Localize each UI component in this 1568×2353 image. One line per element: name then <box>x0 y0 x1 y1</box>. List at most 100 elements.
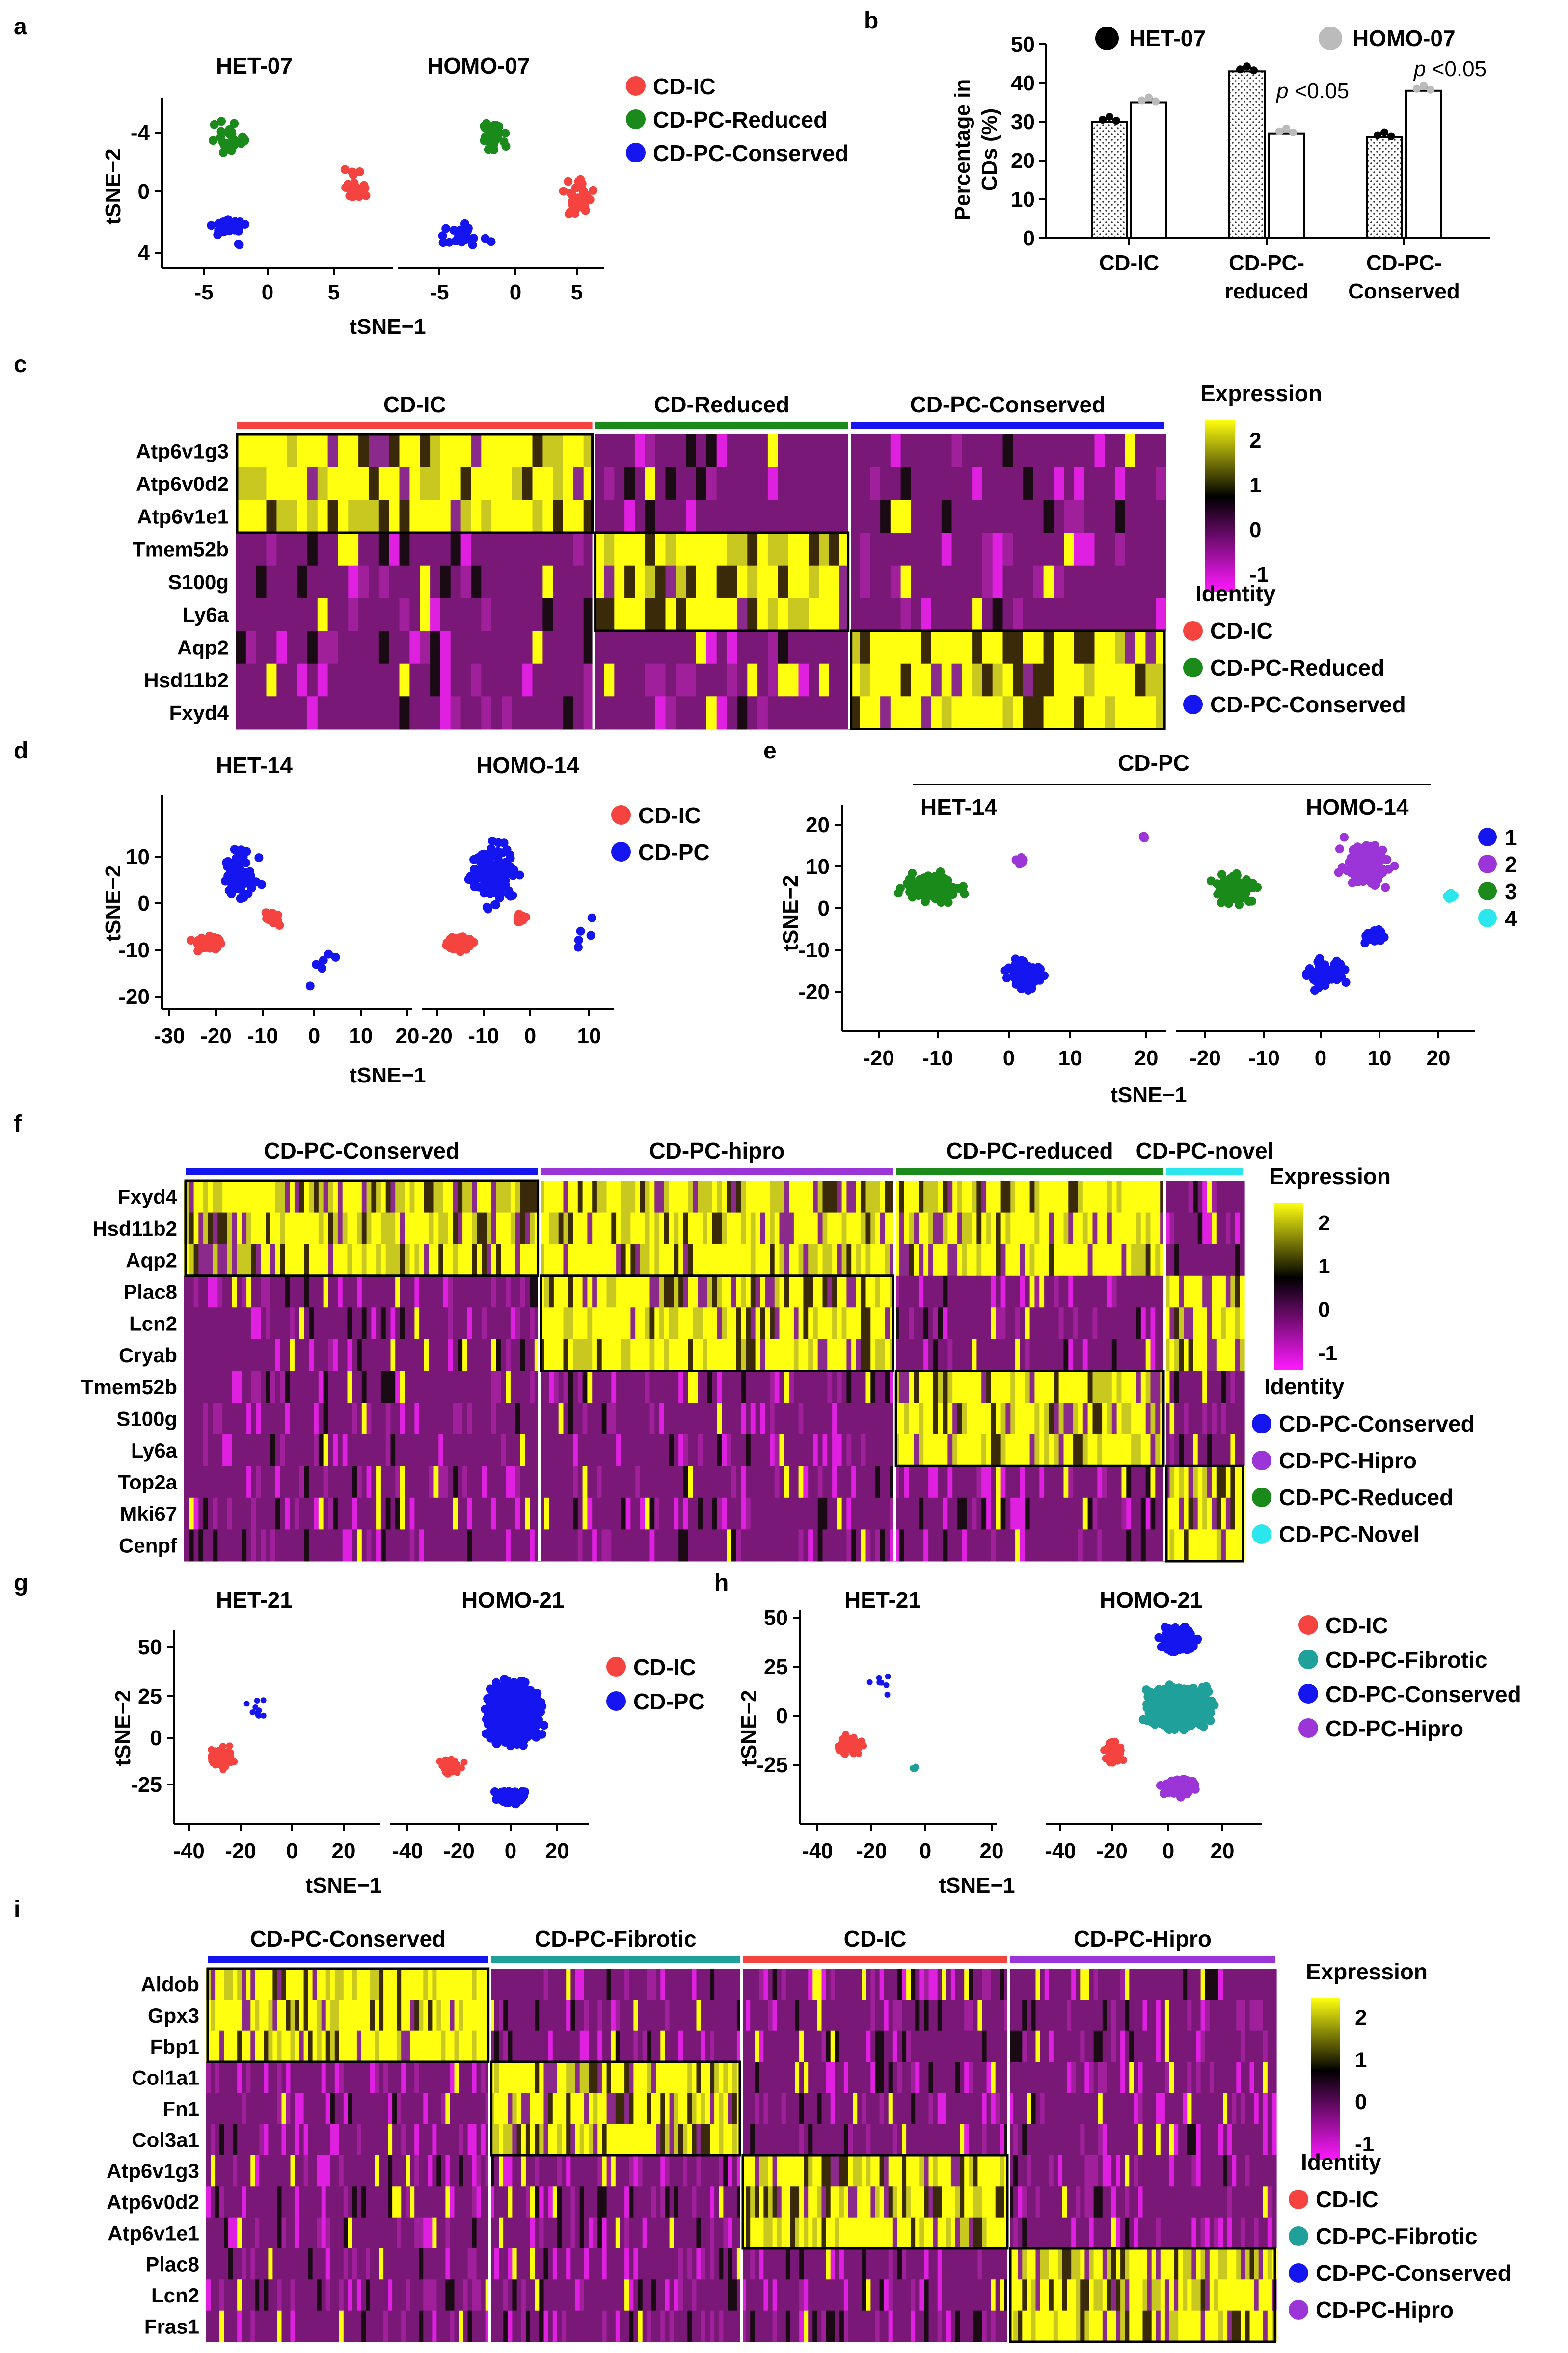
heatmap-cell <box>1235 1244 1240 1276</box>
heatmap-cell <box>698 1307 703 1340</box>
heatmap-cell <box>450 533 461 566</box>
heatmap-cell <box>1025 1275 1030 1308</box>
heatmap-cell <box>1013 631 1024 664</box>
heatmap-cell <box>309 1275 314 1308</box>
heatmap-cell <box>400 1339 406 1371</box>
heatmap-cell <box>982 663 993 697</box>
heatmap-cell <box>453 1275 458 1308</box>
heatmap-cell <box>232 1275 238 1308</box>
heatmap-cell <box>606 1339 612 1371</box>
heatmap-cell <box>522 565 533 598</box>
heatmap-cell <box>669 1434 674 1466</box>
heatmap-cell <box>266 663 277 697</box>
heatmap-cell <box>875 1403 881 1435</box>
heatmap-cell <box>429 1181 434 1213</box>
heatmap-cell <box>611 1181 617 1213</box>
heatmap-cell <box>880 1434 886 1466</box>
heatmap-cell <box>592 1244 597 1276</box>
panel-g-ytick-label: -25 <box>131 1773 162 1797</box>
heatmap-cell <box>996 1339 1001 1371</box>
heatmap-cell <box>1015 1275 1021 1308</box>
heatmap-cell <box>1179 1466 1184 1498</box>
heatmap-cell <box>952 1339 958 1371</box>
heatmap-cell <box>477 1497 482 1530</box>
heatmap-cell <box>477 1339 482 1371</box>
heatmap-cell <box>1078 1466 1083 1498</box>
scatter-point <box>1347 866 1356 876</box>
heatmap-cell <box>765 1497 770 1530</box>
heatmap-cell <box>1184 1529 1189 1562</box>
heatmap-cell <box>624 467 635 500</box>
heatmap-cell <box>1169 1497 1175 1530</box>
heatmap-cell <box>778 467 789 500</box>
scatter-point <box>921 893 931 902</box>
heatmap-cell <box>1140 1181 1146 1213</box>
heatmap-cell <box>409 663 420 697</box>
heatmap-cell <box>440 631 451 664</box>
heatmap-cell <box>1207 1371 1212 1403</box>
heatmap-cell <box>1107 1497 1112 1530</box>
heatmap-cell <box>256 467 267 500</box>
heatmap-cell <box>774 1403 780 1435</box>
heatmap-cell <box>318 1403 324 1435</box>
heatmap-cell <box>337 1434 343 1466</box>
heatmap-cell <box>683 1403 689 1435</box>
heatmap-cell <box>1188 1339 1193 1371</box>
scatter-point <box>589 186 597 195</box>
heatmap-cell <box>943 1307 948 1340</box>
heatmap-cell <box>371 1212 377 1244</box>
heatmap-gene-label: Plac8 <box>123 1280 177 1303</box>
heatmap-cell <box>534 1371 540 1403</box>
heatmap-cell <box>1102 1434 1108 1466</box>
heatmap-cell <box>813 1434 818 1466</box>
heatmap-cell <box>992 500 1003 533</box>
data-point <box>1420 81 1428 90</box>
heatmap-cell <box>1005 1181 1011 1213</box>
heatmap-cell <box>778 663 789 697</box>
scatter-point <box>1310 986 1319 995</box>
heatmap-cell <box>788 565 799 598</box>
heatmap-cell <box>909 1275 915 1308</box>
heatmap-cell <box>1023 467 1034 500</box>
heatmap-cell <box>865 1244 871 1276</box>
heatmap-cell <box>659 1307 665 1340</box>
heatmap-cell <box>304 1434 309 1466</box>
heatmap-cell <box>1156 598 1166 631</box>
heatmap-cell <box>285 1371 290 1403</box>
heatmap-cell <box>717 1307 722 1340</box>
heatmap-cell <box>522 500 533 533</box>
heatmap-cell <box>520 1181 525 1213</box>
heatmap-cell <box>851 1403 857 1435</box>
heatmap-cell <box>1078 1339 1083 1371</box>
heatmap-cell <box>1002 434 1013 468</box>
heatmap-cell <box>1202 1212 1208 1244</box>
heatmap-cell <box>1005 1403 1011 1435</box>
heatmap-cell <box>563 1212 568 1244</box>
heatmap-cell <box>568 1529 573 1562</box>
heatmap-cell <box>1225 1339 1231 1371</box>
heatmap-cell <box>333 1181 338 1213</box>
scatter-point <box>454 232 463 242</box>
heatmap-cell <box>256 1212 262 1244</box>
heatmap-cell <box>506 1403 511 1435</box>
heatmap-cell <box>1225 1529 1231 1562</box>
heatmap-cell <box>1115 598 1126 631</box>
heatmap-cell <box>712 1371 717 1403</box>
heatmap-gene-label: Atp6v0d2 <box>136 472 229 495</box>
heatmap-cell <box>962 1244 968 1276</box>
heatmap-cell <box>342 1181 348 1213</box>
heatmap-cell <box>400 1275 406 1308</box>
heatmap-cell <box>865 1339 871 1371</box>
heatmap-cell <box>1049 1434 1054 1466</box>
heatmap-cell <box>1000 1434 1006 1466</box>
heatmap-cell <box>919 1529 924 1562</box>
heatmap-scale-tick: 1 <box>1318 1254 1330 1278</box>
heatmap-cell <box>686 467 697 500</box>
heatmap-cell <box>1015 1497 1021 1530</box>
panel-g-title-homo: HOMO-21 <box>461 1587 565 1613</box>
heatmap-cell <box>659 1212 665 1244</box>
heatmap-cell <box>841 1181 847 1213</box>
heatmap-cell <box>645 1275 650 1308</box>
heatmap-cell <box>1140 1466 1146 1498</box>
heatmap-cell <box>625 1181 631 1213</box>
